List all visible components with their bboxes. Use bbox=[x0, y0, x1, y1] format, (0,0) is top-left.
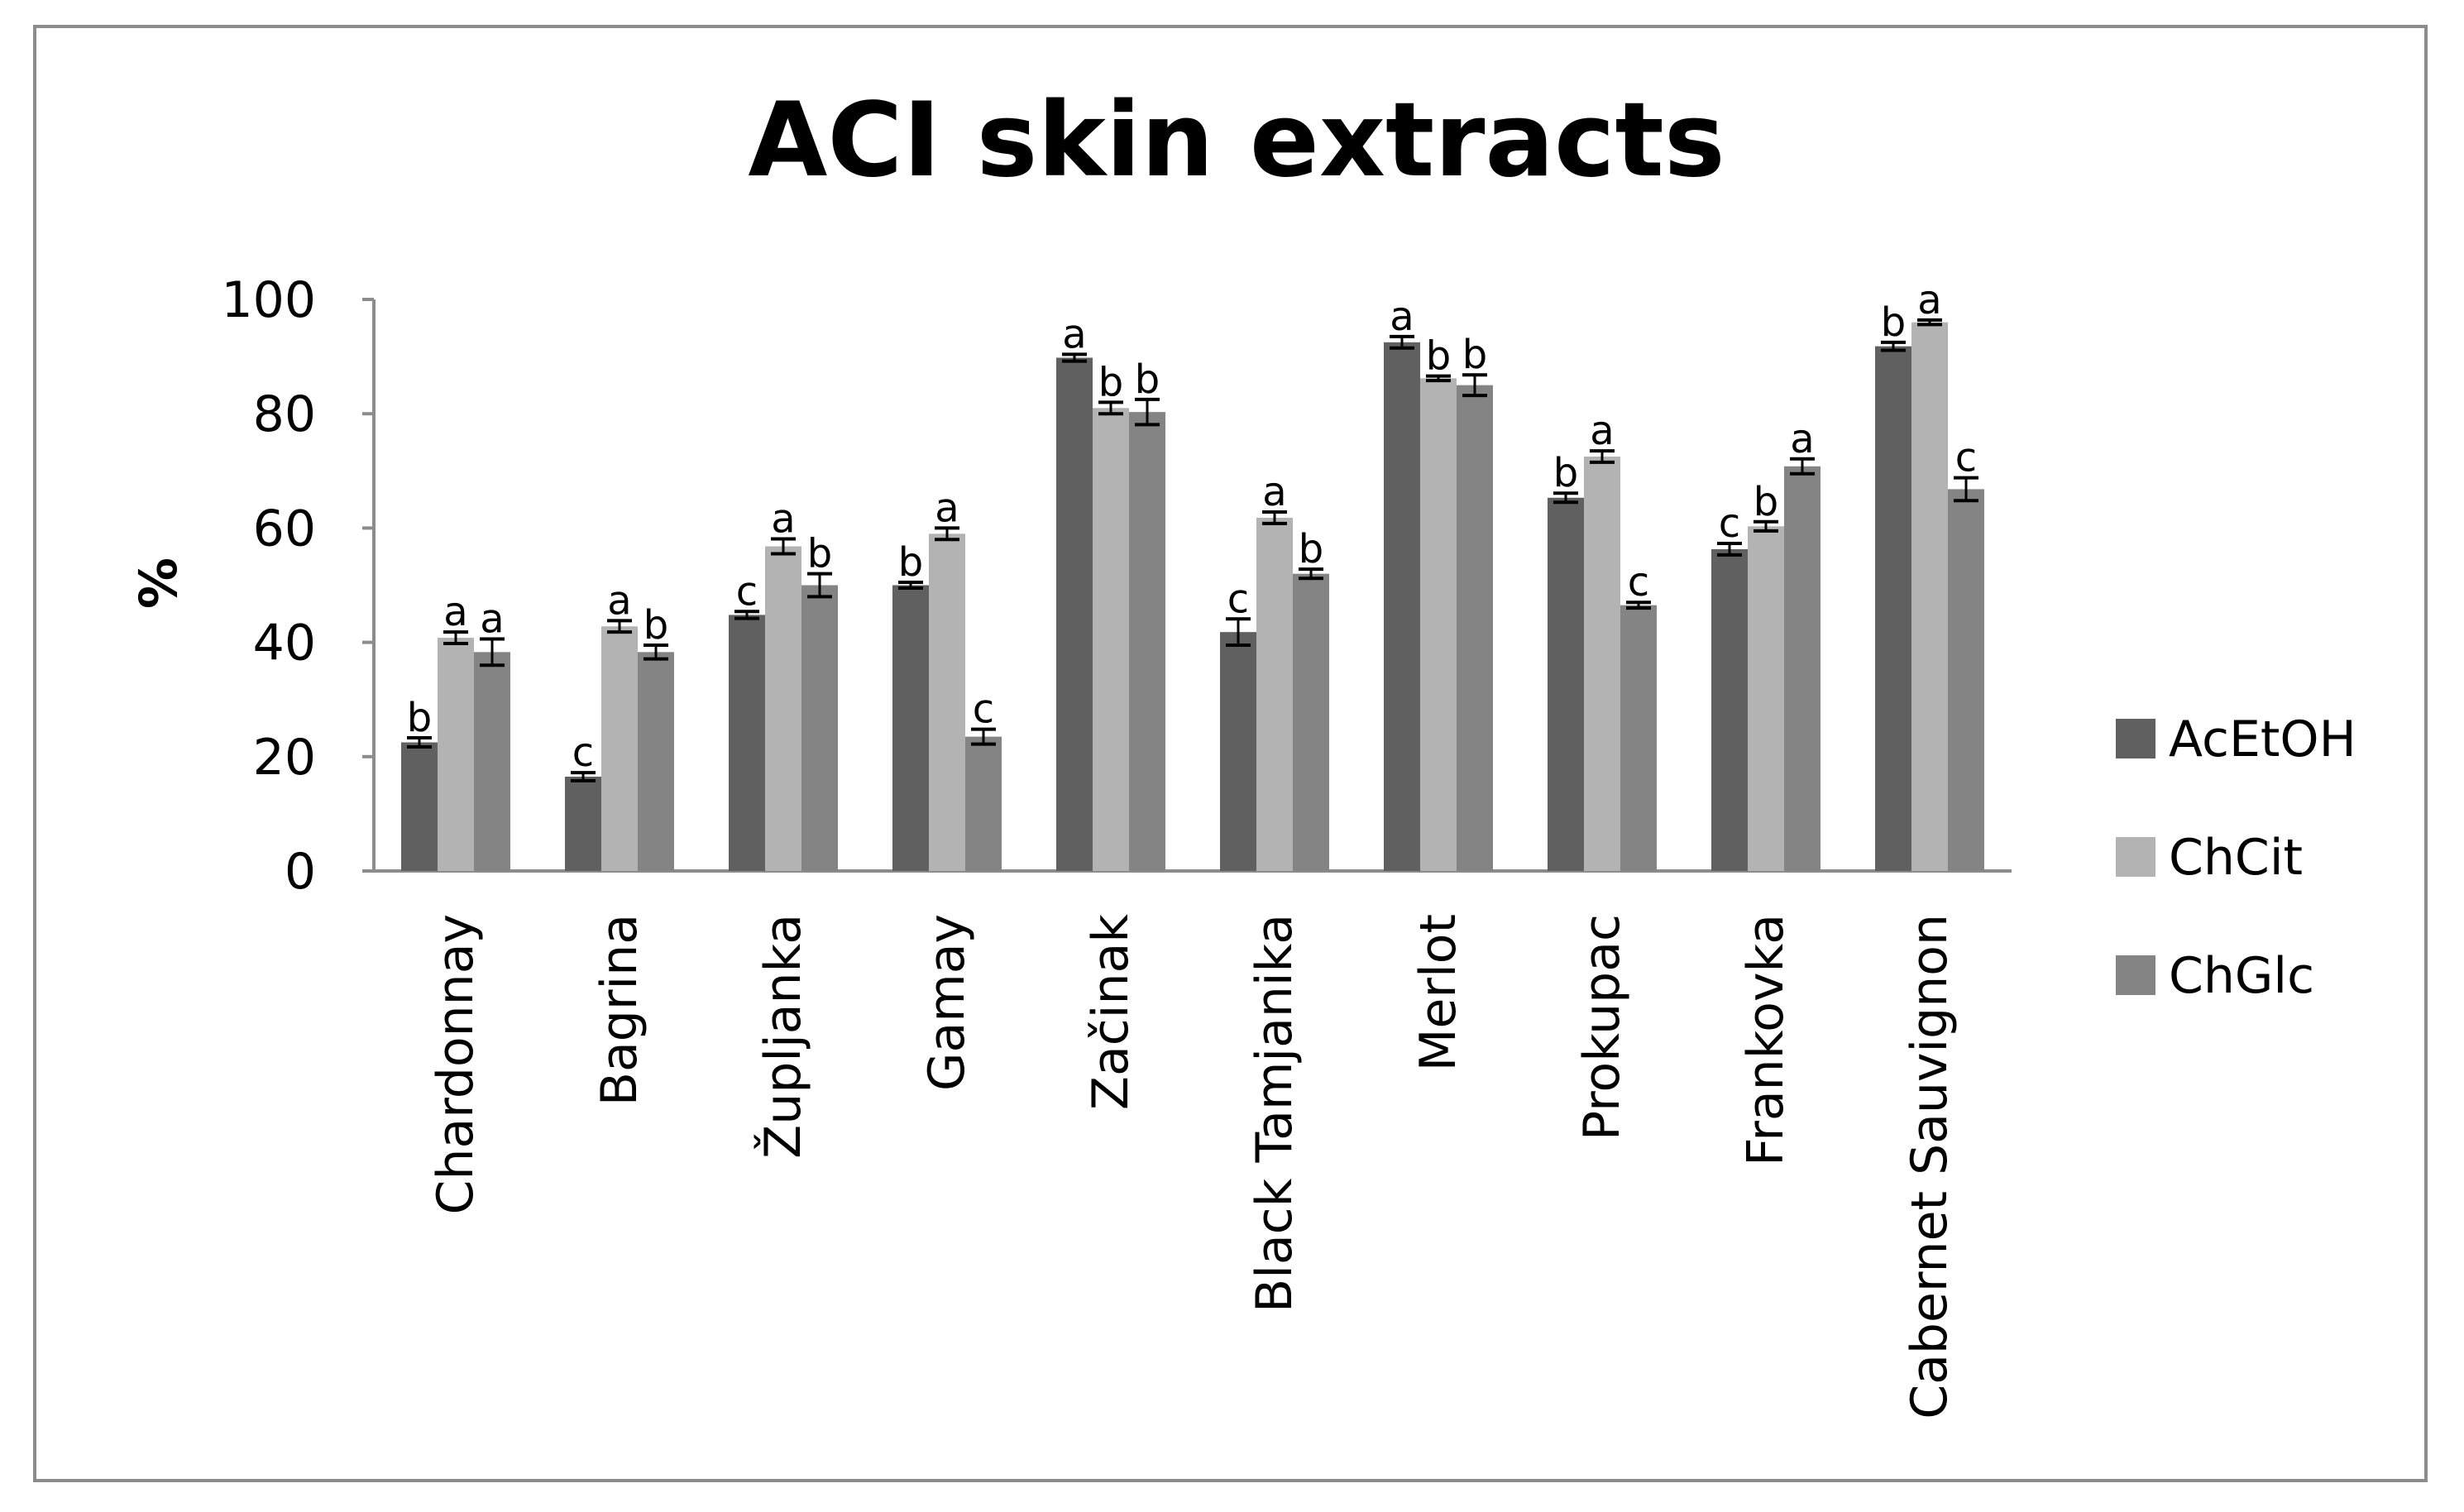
significance-letter: c bbox=[1628, 559, 1649, 605]
significance-letter: a bbox=[1062, 311, 1086, 357]
significance-letter: c bbox=[572, 730, 594, 776]
bar bbox=[729, 615, 765, 871]
significance-letter: b bbox=[407, 695, 432, 741]
x-tick-label: Prokupac bbox=[1573, 914, 1631, 1141]
significance-letter: b bbox=[807, 531, 832, 577]
significance-letter: b bbox=[644, 602, 668, 648]
bar bbox=[801, 585, 838, 871]
category-labels: Chardonnay Bagrina Župljanka Gamay Začinak Bl… bbox=[427, 914, 1959, 1419]
x-tick-label: Cabernet Sauvignon bbox=[1901, 914, 1959, 1419]
bar bbox=[1875, 346, 1911, 871]
bar bbox=[1457, 385, 1493, 871]
x-tick-label: Merlot bbox=[1409, 914, 1467, 1071]
significance-letter: c bbox=[736, 568, 758, 615]
legend-swatch bbox=[2116, 837, 2155, 877]
significance-letter: a bbox=[935, 485, 959, 531]
significance-letter: a bbox=[1790, 416, 1814, 462]
bar bbox=[438, 638, 474, 871]
y-tick-label: 20 bbox=[253, 729, 316, 787]
legend-label: ChCit bbox=[2169, 829, 2303, 887]
y-tick-label: 0 bbox=[285, 843, 316, 901]
significance-letter: a bbox=[443, 589, 467, 635]
bar bbox=[1948, 489, 1984, 871]
x-tick-label: Začinak bbox=[1082, 914, 1140, 1110]
x-tick-label: Gamay bbox=[918, 914, 976, 1091]
significance-letter: a bbox=[1262, 469, 1286, 515]
significance-letter: b bbox=[1299, 526, 1323, 572]
significance-letter: c bbox=[1719, 500, 1740, 547]
significance-letter: a bbox=[1917, 277, 1941, 323]
x-tick-label: Black Tamjanika bbox=[1246, 914, 1304, 1313]
bar bbox=[1620, 605, 1657, 871]
bar bbox=[1256, 517, 1293, 871]
bar bbox=[1420, 378, 1457, 871]
y-tick-label: 40 bbox=[253, 615, 316, 672]
significance-letter: c bbox=[1227, 576, 1249, 622]
significance-letter: a bbox=[771, 496, 795, 543]
bar bbox=[1748, 526, 1784, 871]
significance-letter: b bbox=[1462, 332, 1487, 378]
significance-letter: a bbox=[1590, 408, 1614, 454]
y-axis-label: % bbox=[128, 557, 189, 609]
x-tick-label: Bagrina bbox=[591, 914, 648, 1106]
x-tick-label: Frankovka bbox=[1737, 914, 1795, 1166]
significance-letter: b bbox=[1098, 359, 1123, 405]
significance-letter: c bbox=[973, 687, 994, 733]
bar bbox=[765, 546, 801, 871]
legend-swatch bbox=[2116, 955, 2155, 995]
bar bbox=[1911, 322, 1948, 871]
bar bbox=[1129, 412, 1165, 871]
y-tick-label: 60 bbox=[253, 500, 316, 557]
significance-letter: a bbox=[607, 577, 631, 624]
bar bbox=[638, 652, 674, 871]
bar bbox=[1093, 408, 1129, 871]
legend-swatch bbox=[2116, 719, 2155, 758]
significance-letter: b bbox=[1553, 450, 1578, 496]
significance-letter: a bbox=[1390, 294, 1414, 340]
y-tick-label: 80 bbox=[253, 385, 316, 443]
legend-label: ChGlc bbox=[2169, 947, 2314, 1005]
bar bbox=[474, 652, 510, 871]
bar bbox=[565, 776, 601, 871]
x-tick-label: Župljanka bbox=[753, 914, 812, 1159]
bar bbox=[892, 585, 929, 871]
bar bbox=[929, 534, 965, 871]
bar bbox=[601, 626, 638, 871]
bar bbox=[965, 736, 1002, 871]
legend: AcEtOH ChCit ChGlc bbox=[2116, 711, 2356, 1005]
significance-letter: b bbox=[898, 539, 923, 586]
bar bbox=[1056, 357, 1093, 871]
significance-letter: b bbox=[1881, 299, 1906, 346]
bar bbox=[1293, 573, 1329, 871]
significance-letter: a bbox=[480, 596, 504, 642]
y-tick-label: 100 bbox=[221, 271, 316, 329]
significance-letter: b bbox=[1754, 479, 1778, 525]
bar bbox=[1784, 466, 1820, 871]
bar bbox=[1384, 342, 1420, 871]
bar bbox=[1711, 548, 1748, 871]
bar bbox=[401, 742, 438, 871]
legend-label: AcEtOH bbox=[2169, 711, 2356, 768]
significance-letter: b bbox=[1135, 356, 1160, 403]
x-tick-label: Chardonnay bbox=[427, 914, 485, 1214]
bar bbox=[1220, 632, 1256, 871]
bar bbox=[1548, 497, 1584, 871]
bar bbox=[1584, 457, 1620, 871]
chart-title: ACI skin extracts bbox=[748, 81, 1725, 200]
significance-letter: b bbox=[1426, 333, 1451, 380]
significance-letter: c bbox=[1955, 435, 1977, 481]
